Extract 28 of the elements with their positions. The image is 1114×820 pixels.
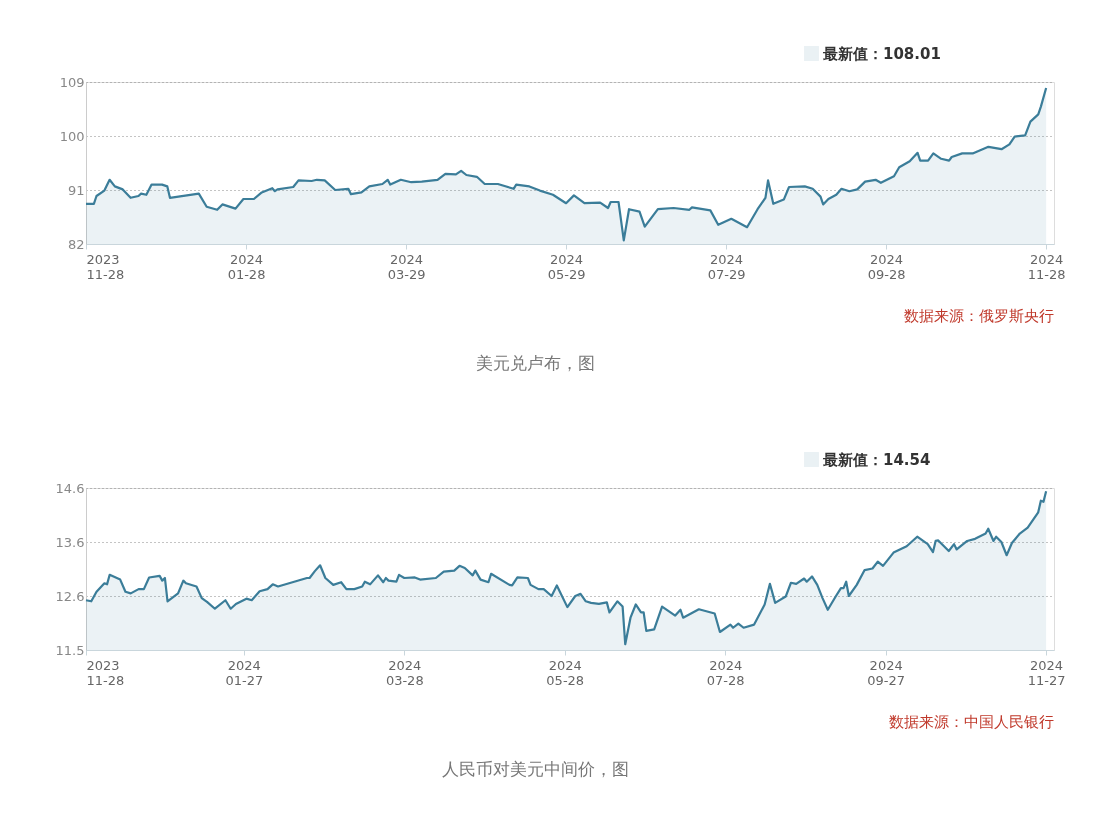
y-tick-label: 12.6 [55, 588, 85, 604]
source-note: 数据来源：中国人民银行 [889, 713, 1054, 731]
y-tick-label: 100 [59, 128, 85, 144]
x-tick-label: 2024 11-27 [1027, 657, 1066, 688]
x-tick-label: 2024 05-28 [546, 657, 585, 688]
legend-label: 最新值：108.01 [822, 44, 941, 63]
x-tick-label: 2024 01-27 [225, 657, 264, 688]
x-tick-label: 2024 03-29 [387, 251, 426, 282]
source-note: 数据来源：俄罗斯央行 [904, 307, 1054, 325]
x-tick-label: 2024 07-29 [707, 251, 746, 282]
y-tick-label: 91 [67, 182, 85, 198]
y-tick-label: 13.6 [55, 534, 85, 550]
x-tick-label: 2024 03-28 [385, 657, 424, 688]
x-tick-label: 2024 11-28 [1027, 251, 1066, 282]
text: 人民币对美元中间价，图 [441, 759, 629, 779]
x-tick-label: 2024 09-27 [867, 657, 906, 688]
y-tick-label: 11.5 [55, 642, 85, 658]
y-tick-label: 109 [59, 74, 85, 90]
y-tick-label: 82 [67, 236, 85, 252]
text: 美元兑卢布，图 [475, 353, 595, 373]
x-tick-label: 2024 09-28 [867, 251, 906, 282]
x-tick-label: 2024 07-28 [706, 657, 745, 688]
x-tick-label: 2024 05-29 [547, 251, 586, 282]
y-tick-label: 14.6 [55, 480, 85, 496]
legend-label: 最新值：14.54 [822, 450, 931, 469]
x-tick-label: 2023 11-28 [86, 251, 125, 282]
x-tick-label: 2024 01-28 [227, 251, 266, 282]
x-tick-label: 2023 11-28 [86, 657, 125, 688]
